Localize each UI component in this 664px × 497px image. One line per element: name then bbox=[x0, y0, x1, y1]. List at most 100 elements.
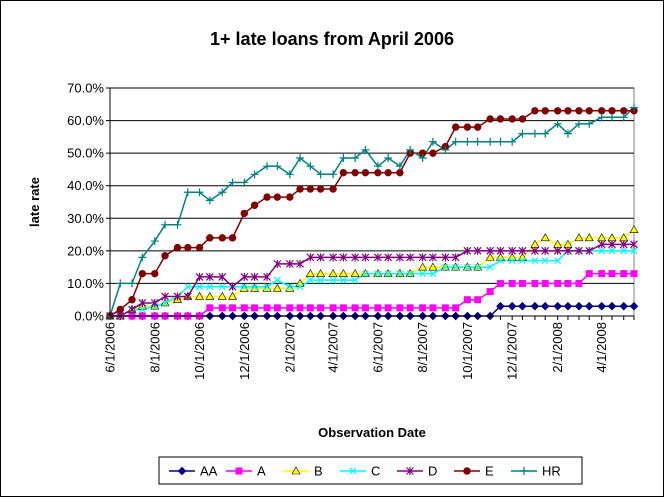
data-point bbox=[339, 304, 347, 312]
data-point bbox=[240, 304, 248, 312]
data-point bbox=[496, 246, 505, 255]
data-point bbox=[374, 168, 382, 177]
data-point bbox=[273, 162, 282, 171]
series-line-d bbox=[110, 243, 634, 317]
data-point bbox=[373, 162, 382, 171]
data-point bbox=[351, 276, 359, 284]
data-point bbox=[563, 129, 572, 138]
data-point bbox=[584, 233, 594, 242]
data-point bbox=[541, 246, 550, 255]
data-point bbox=[138, 253, 147, 262]
data-point bbox=[316, 170, 325, 179]
data-point bbox=[564, 107, 572, 115]
data-point bbox=[518, 279, 526, 287]
data-point bbox=[296, 259, 305, 268]
data-point bbox=[508, 257, 516, 265]
data-point bbox=[531, 279, 539, 287]
data-point bbox=[585, 270, 593, 278]
data-point bbox=[317, 276, 325, 284]
data-point bbox=[473, 137, 482, 146]
data-point bbox=[228, 291, 238, 300]
data-point bbox=[553, 301, 562, 311]
x-tick-label: 2/1/2008 bbox=[550, 322, 565, 373]
y-tick-label: 40.0% bbox=[67, 178, 104, 193]
data-point bbox=[508, 115, 516, 123]
data-point bbox=[128, 305, 136, 314]
data-point bbox=[173, 243, 182, 252]
data-point bbox=[316, 185, 325, 193]
data-point bbox=[195, 243, 204, 252]
data-point bbox=[441, 263, 449, 271]
data-point bbox=[406, 253, 415, 262]
data-point bbox=[496, 115, 505, 123]
data-point bbox=[564, 246, 572, 255]
data-point bbox=[428, 137, 437, 146]
data-point bbox=[620, 107, 628, 115]
data-point bbox=[541, 279, 549, 287]
legend-label: E bbox=[485, 464, 494, 479]
x-axis-ticks: 6/1/2006 8/1/2006 10/1/2006 12/1/2006 2/1/20… bbox=[103, 316, 635, 380]
data-point bbox=[441, 304, 449, 312]
data-point bbox=[518, 246, 527, 255]
data-point bbox=[229, 304, 237, 312]
data-point bbox=[296, 185, 304, 193]
x-tick-label: 8/1/2006 bbox=[147, 322, 162, 373]
data-point bbox=[351, 154, 360, 163]
legend-label: AA bbox=[200, 464, 218, 479]
legend-marker bbox=[463, 467, 471, 475]
data-point bbox=[150, 298, 159, 307]
legend-items: AA A B C D E HR bbox=[169, 464, 561, 479]
data-point bbox=[328, 269, 338, 277]
data-point bbox=[128, 296, 136, 304]
data-point bbox=[553, 246, 562, 255]
data-point bbox=[630, 270, 638, 278]
data-point bbox=[218, 272, 227, 281]
data-point bbox=[518, 115, 527, 123]
data-point bbox=[195, 291, 205, 300]
data-point bbox=[486, 246, 495, 255]
data-point bbox=[496, 137, 505, 146]
data-point bbox=[486, 115, 494, 123]
data-point bbox=[396, 270, 404, 278]
data-point bbox=[396, 304, 404, 312]
data-point bbox=[286, 193, 294, 201]
data-point bbox=[273, 304, 281, 312]
x-tick-label: 12/1/2006 bbox=[237, 322, 252, 380]
data-point bbox=[217, 291, 227, 300]
data-point bbox=[598, 247, 606, 255]
data-point bbox=[597, 240, 606, 249]
data-point bbox=[196, 283, 203, 291]
data-point bbox=[584, 301, 594, 311]
data-point bbox=[250, 201, 259, 209]
data-point bbox=[361, 304, 369, 312]
data-point bbox=[418, 253, 427, 262]
data-point bbox=[316, 253, 325, 262]
data-point bbox=[373, 253, 382, 262]
legend-item-c: C bbox=[340, 464, 380, 479]
data-point bbox=[406, 270, 414, 278]
data-point bbox=[540, 233, 550, 242]
data-point bbox=[384, 304, 392, 312]
data-point bbox=[161, 252, 169, 260]
data-point bbox=[286, 304, 294, 312]
data-point bbox=[474, 263, 482, 271]
data-point bbox=[452, 304, 460, 312]
data-point bbox=[406, 304, 414, 312]
data-point bbox=[195, 272, 204, 281]
data-point bbox=[629, 301, 639, 311]
data-point bbox=[508, 246, 517, 255]
data-point bbox=[138, 269, 146, 278]
data-point bbox=[351, 304, 359, 312]
data-point bbox=[306, 304, 314, 312]
data-point bbox=[473, 246, 482, 255]
x-tick-label: 6/1/2007 bbox=[370, 322, 385, 373]
data-point bbox=[251, 283, 259, 291]
data-point bbox=[273, 276, 281, 284]
data-point bbox=[250, 283, 260, 292]
data-point bbox=[608, 270, 616, 278]
data-point bbox=[519, 257, 526, 265]
legend-item-b: B bbox=[283, 464, 323, 479]
data-point bbox=[486, 263, 494, 271]
data-point bbox=[263, 162, 272, 171]
data-point bbox=[396, 168, 404, 177]
